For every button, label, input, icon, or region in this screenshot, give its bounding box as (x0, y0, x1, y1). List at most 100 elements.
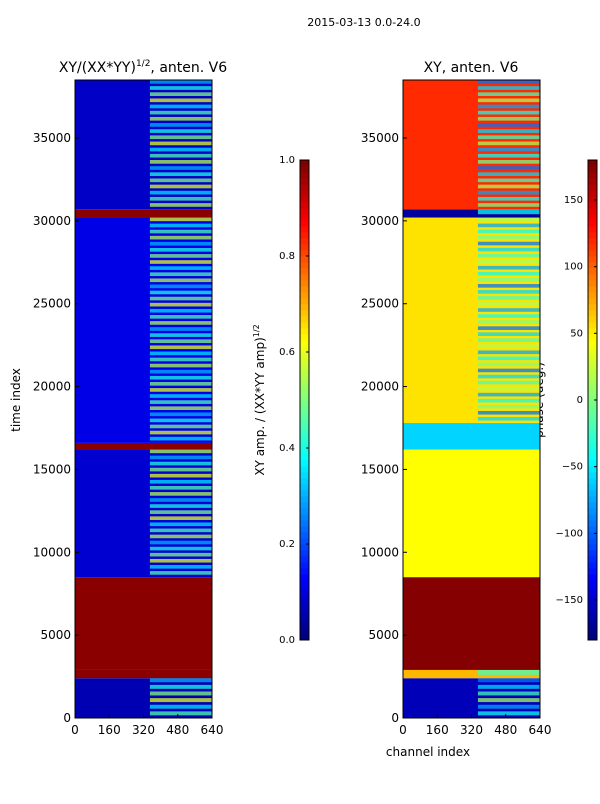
chart1-colorbar-step-42 (588, 382, 597, 389)
chart1-band-7-texture-10 (477, 141, 540, 146)
chart1-band-5-texture-20 (477, 338, 540, 343)
chart1-colorbar-step-0 (588, 634, 597, 641)
chart0-band-4 (75, 442, 212, 450)
chart0-colorbar-tick-label-2: 0.4 (279, 443, 295, 454)
chart0-band-5-texture-20 (149, 339, 212, 344)
amplitude-chart: XY/(XX*YY)1/2, anten. V6 time index XY a… (9, 59, 310, 737)
chart0-colorbar-step-69 (300, 220, 309, 227)
chart1-band-5-texture-21 (477, 344, 540, 349)
chart0-colorbar-step-66 (300, 238, 309, 245)
chart0-ytick-label-0: 0 (63, 711, 71, 725)
phase-chart-xlabel: channel index (386, 745, 470, 759)
chart0-band-0-texture-2 (149, 691, 212, 696)
chart1-colorbar-step-55 (588, 304, 597, 311)
chart0-band-7-texture-6 (149, 116, 212, 121)
chart1-colorbar-step-13 (588, 556, 597, 563)
chart0-band-3-texture-12 (149, 522, 212, 527)
amplitude-chart-ylabel: time index (9, 368, 23, 432)
chart0-colorbar-step-4 (300, 610, 309, 617)
chart0-band-3-texture-20 (149, 571, 212, 575)
chart1-colorbar-step-61 (588, 268, 597, 275)
chart1-ytick-label-0: 0 (391, 711, 399, 725)
chart0-colorbar-step-1 (300, 628, 309, 635)
chart0-band-0-texture-5 (149, 711, 212, 716)
chart0-colorbar-step-40 (300, 394, 309, 401)
chart1-colorbar-tick-label-4: 50 (570, 328, 583, 339)
chart0-band-3-texture-3 (149, 467, 212, 472)
chart1-colorbar-step-65 (588, 244, 597, 251)
chart1-colorbar-step-35 (588, 424, 597, 431)
chart0-band-5-texture-17 (149, 321, 212, 325)
chart0-colorbar-step-41 (300, 388, 309, 395)
chart1-band-5-texture-32 (477, 410, 540, 415)
chart0-band-5-texture-7 (149, 260, 212, 264)
chart1-colorbar-tick-label-5: 100 (564, 262, 583, 273)
chart1-colorbar-step-26 (588, 478, 597, 485)
chart1-band-0-texture-4 (477, 704, 540, 709)
chart1-colorbar-step-16 (588, 538, 597, 545)
chart1-colorbar-step-54 (588, 310, 597, 317)
chart0-band-1 (75, 669, 212, 679)
chart0-colorbar-step-8 (300, 586, 309, 593)
chart0-band-0-texture-0 (149, 678, 212, 683)
chart1-band-5-texture-25 (477, 368, 540, 373)
chart1-band-5-texture-4 (477, 241, 540, 246)
chart1-colorbar-step-58 (588, 286, 597, 293)
chart0-colorbar-step-48 (300, 346, 309, 353)
chart1-colorbar-step-74 (588, 190, 597, 197)
chart1-colorbar-tick-label-1: −100 (556, 528, 583, 539)
chart0-colorbar-step-16 (300, 538, 309, 545)
chart0-band-5-texture-2 (149, 229, 212, 234)
chart0-ytick-label-6: 30000 (33, 214, 71, 228)
chart1-colorbar-step-8 (588, 586, 597, 593)
chart1-colorbar-step-38 (588, 406, 597, 413)
chart0-colorbar-step-10 (300, 574, 309, 581)
chart0-band-7-texture-4 (149, 104, 212, 109)
chart1-ytick-label-1: 5000 (368, 628, 399, 642)
chart1-band-5-texture-16 (477, 314, 540, 318)
chart0-colorbar-step-23 (300, 496, 309, 503)
chart1-colorbar-step-79 (588, 160, 597, 167)
chart1-band-7-texture-6 (477, 116, 540, 121)
chart0-band-0-texture-1 (149, 684, 212, 689)
chart0-band-7-texture-10 (149, 141, 212, 146)
chart1-band-0-texture-0 (477, 678, 540, 683)
chart0-colorbar-step-71 (300, 208, 309, 215)
chart0-band-7-texture-7 (149, 123, 212, 127)
chart1-band-5-texture-17 (477, 320, 540, 324)
chart0-band-6 (75, 209, 212, 218)
chart0-colorbar-step-2 (300, 622, 309, 629)
chart1-band-7-texture-12 (477, 153, 540, 158)
chart0-colorbar-step-60 (300, 274, 309, 281)
chart1-colorbar-step-23 (588, 496, 597, 503)
chart1-colorbar-step-4 (588, 610, 597, 617)
chart1-band-5-texture-26 (477, 374, 540, 379)
chart0-band-5-texture-31 (149, 406, 212, 411)
chart1-band-5-texture-30 (477, 398, 540, 403)
chart0-band-7-texture-16 (149, 178, 212, 183)
chart1-band-5-texture-9 (477, 271, 540, 276)
chart1-band-5-texture-3 (477, 235, 540, 240)
chart0-ytick-label-5: 25000 (33, 297, 71, 311)
phase-chart: XY, anten. V6 channel index phase (deg.)… (361, 60, 598, 759)
chart0-colorbar-step-25 (300, 484, 309, 491)
chart1-colorbar-step-77 (588, 172, 597, 179)
chart1-band-7-texture-3 (477, 98, 540, 103)
chart0-colorbar-step-30 (300, 454, 309, 461)
chart0-band-5-texture-26 (149, 375, 212, 380)
chart1-colorbar-step-14 (588, 550, 597, 557)
chart0-colorbar-step-46 (300, 358, 309, 365)
chart1-band-5-texture-2 (477, 229, 540, 234)
chart1-colorbar-step-53 (588, 316, 597, 323)
chart1-band-5-texture-1 (477, 223, 540, 228)
chart0-colorbar-tick-label-4: 0.8 (279, 251, 295, 262)
chart1-xtick-label-3: 480 (494, 723, 517, 737)
chart1-colorbar-step-21 (588, 508, 597, 515)
chart1-band-5-texture-27 (477, 380, 540, 385)
chart0-band-5-texture-27 (149, 382, 212, 386)
chart0-band-5-texture-3 (149, 235, 212, 240)
chart0-colorbar-step-6 (300, 598, 309, 605)
chart0-colorbar-frame (299, 159, 310, 641)
chart1-colorbar-step-49 (588, 340, 597, 347)
chart0-band-7-texture-20 (149, 203, 212, 207)
